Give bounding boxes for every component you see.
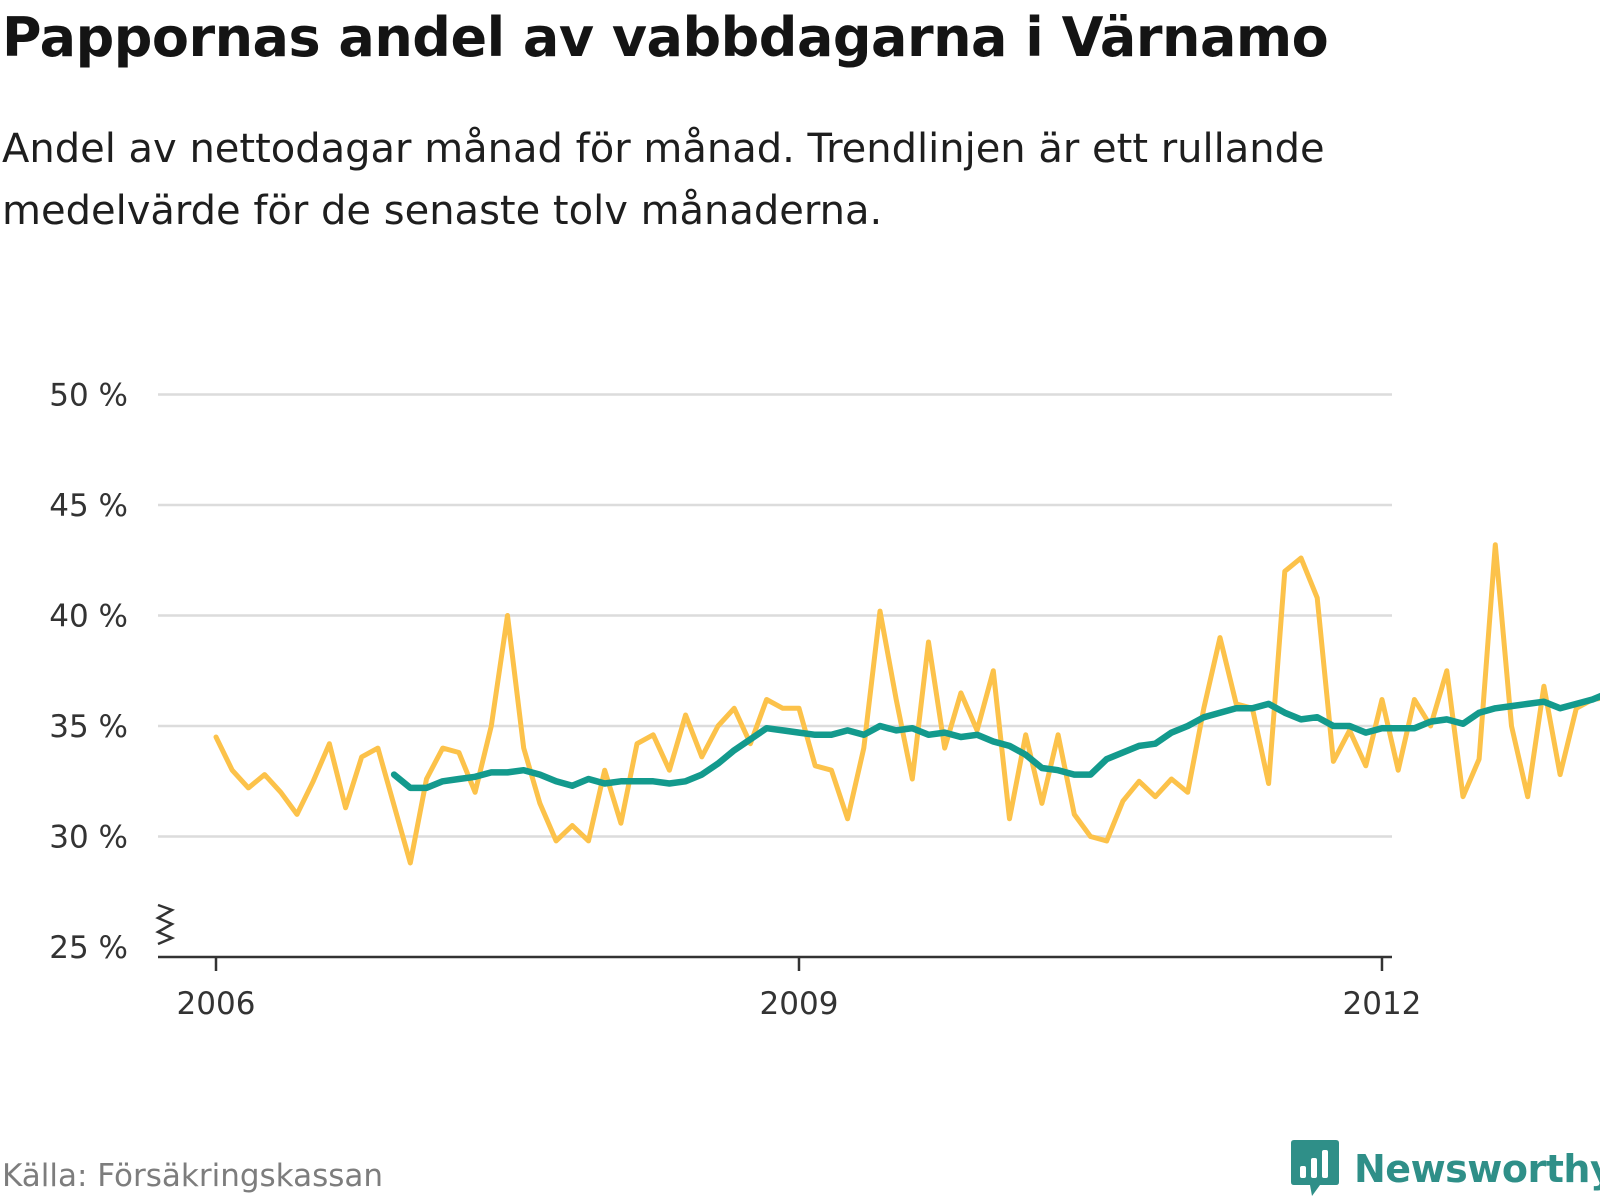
series-line-trend bbox=[390, 692, 1600, 792]
x-tick-label: 2009 bbox=[760, 986, 839, 1022]
y-tick-label: 40 % bbox=[49, 599, 128, 635]
x-axis bbox=[155, 903, 1392, 959]
gridlines bbox=[158, 393, 1392, 838]
y-tick-label: 35 % bbox=[49, 709, 128, 745]
series-line-per-manad bbox=[213, 542, 1600, 866]
chart-subtitle: Andel av nettodagar månad för månad. Tre… bbox=[2, 126, 1325, 234]
y-axis-tick-labels: 25 % 30 % 35 % 40 % 45 % 50 % bbox=[49, 378, 128, 967]
series-lines bbox=[213, 542, 1600, 866]
axis-break-icon bbox=[155, 903, 176, 946]
y-tick-label: 30 % bbox=[49, 820, 128, 856]
x-tick-label: 2006 bbox=[177, 986, 256, 1022]
y-tick-label: 25 % bbox=[49, 930, 128, 966]
x-tick-label: 2012 bbox=[1343, 986, 1422, 1022]
y-tick-label: 45 % bbox=[49, 488, 128, 524]
chart-title: Pappornas andel av vabbdagarna i Värnamo bbox=[2, 6, 1329, 69]
y-tick-label: 50 % bbox=[49, 378, 128, 414]
newsworthy-logo-icon bbox=[1291, 1140, 1339, 1196]
x-axis-tick-labels: 2006200920122015201820212023 bbox=[177, 957, 1422, 1022]
newsworthy-wordmark: Newsworthy bbox=[1354, 1147, 1600, 1191]
newsworthy-logo: Newsworthy bbox=[1290, 1138, 1600, 1200]
source-note: Källa: Försäkringskassan bbox=[2, 1158, 384, 1194]
